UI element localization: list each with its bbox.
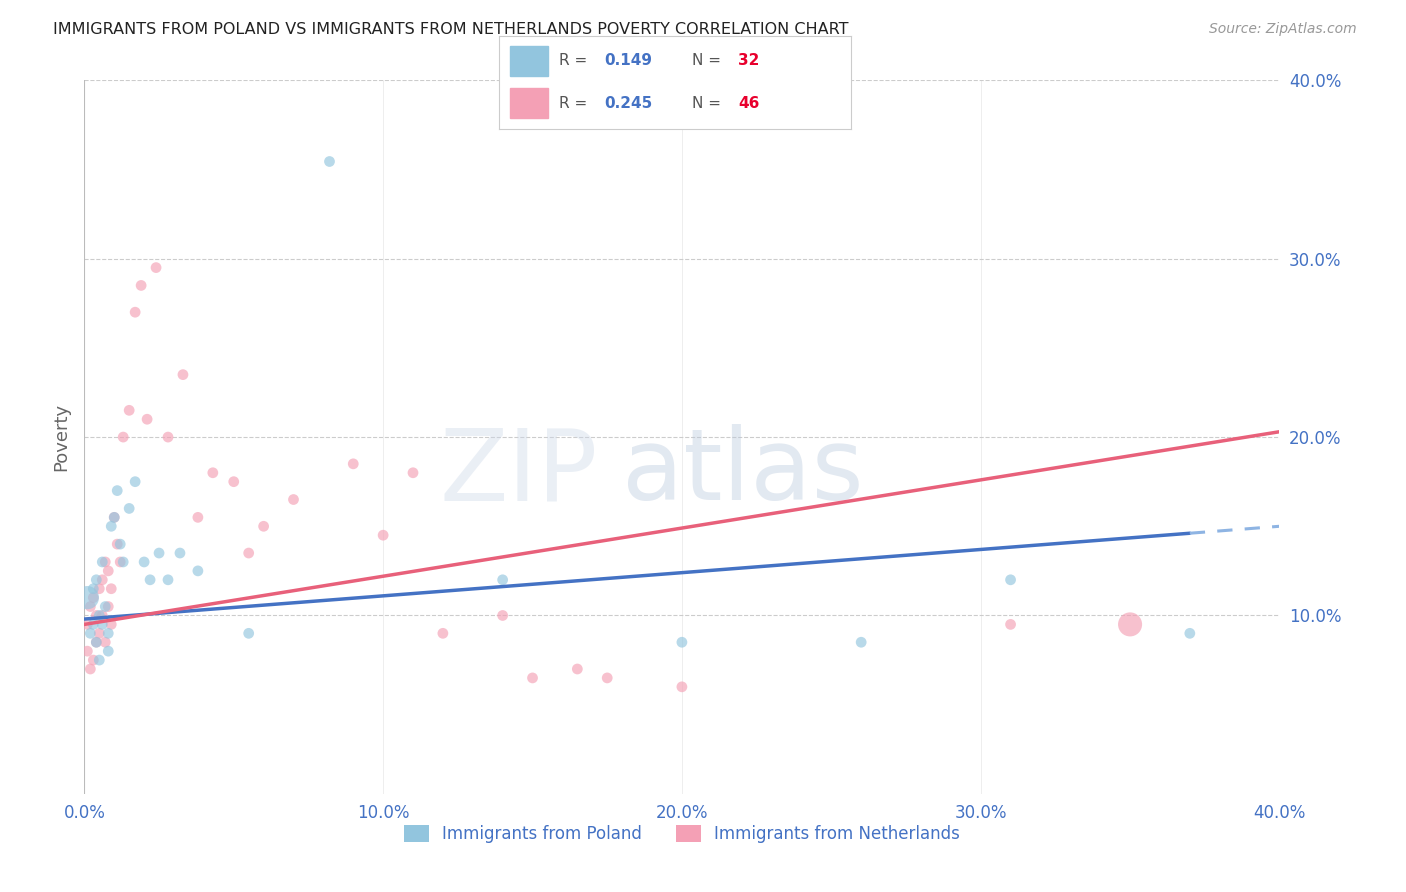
Point xyxy=(671,635,693,649)
Point xyxy=(671,680,693,694)
Point xyxy=(851,635,873,649)
Point xyxy=(79,599,101,614)
Point xyxy=(238,546,260,560)
Point xyxy=(1000,617,1022,632)
Point xyxy=(118,403,141,417)
Point xyxy=(522,671,544,685)
Point xyxy=(112,430,135,444)
Point xyxy=(157,430,180,444)
Point xyxy=(100,617,122,632)
Point xyxy=(129,278,152,293)
Point xyxy=(89,608,111,623)
Point xyxy=(79,662,101,676)
Text: 0.245: 0.245 xyxy=(605,95,652,111)
Point xyxy=(82,617,104,632)
Text: R =: R = xyxy=(560,54,592,69)
Point xyxy=(596,671,619,685)
Text: 0.149: 0.149 xyxy=(605,54,652,69)
Point xyxy=(79,626,101,640)
Point xyxy=(222,475,245,489)
Legend: Immigrants from Poland, Immigrants from Netherlands: Immigrants from Poland, Immigrants from … xyxy=(398,818,966,850)
Point xyxy=(103,510,125,524)
Point xyxy=(94,599,117,614)
Point xyxy=(148,546,170,560)
Point xyxy=(76,617,98,632)
Point xyxy=(492,573,515,587)
Point xyxy=(97,564,120,578)
Point xyxy=(91,617,114,632)
Point xyxy=(110,537,132,551)
Point xyxy=(1178,626,1201,640)
Point xyxy=(86,635,108,649)
Text: R =: R = xyxy=(560,95,592,111)
Point xyxy=(76,591,98,605)
Text: atlas: atlas xyxy=(623,425,863,521)
Point xyxy=(124,475,146,489)
Point xyxy=(139,573,162,587)
Point xyxy=(82,591,104,605)
Point xyxy=(94,635,117,649)
Point xyxy=(567,662,589,676)
Point xyxy=(402,466,425,480)
Point xyxy=(110,555,132,569)
Text: Source: ZipAtlas.com: Source: ZipAtlas.com xyxy=(1209,22,1357,37)
Point xyxy=(97,644,120,658)
Point xyxy=(157,573,180,587)
Point xyxy=(89,653,111,667)
Text: N =: N = xyxy=(693,54,727,69)
Point xyxy=(201,466,224,480)
Text: 46: 46 xyxy=(738,95,759,111)
Point xyxy=(318,153,340,168)
Point xyxy=(105,483,128,498)
Point xyxy=(89,626,111,640)
Text: ZIP: ZIP xyxy=(440,425,599,521)
Point xyxy=(1000,573,1022,587)
Point xyxy=(91,555,114,569)
Point xyxy=(492,608,515,623)
Point xyxy=(105,537,128,551)
Point xyxy=(136,412,159,426)
Point xyxy=(112,555,135,569)
Point xyxy=(82,582,104,596)
Point xyxy=(100,582,122,596)
Point xyxy=(342,457,364,471)
Point xyxy=(432,626,454,640)
Point xyxy=(118,501,141,516)
Point xyxy=(253,519,276,533)
Text: 32: 32 xyxy=(738,54,759,69)
Point xyxy=(86,573,108,587)
Point xyxy=(91,608,114,623)
Point xyxy=(169,546,191,560)
Point xyxy=(97,599,120,614)
Point xyxy=(187,564,209,578)
Bar xyxy=(510,88,548,118)
Point xyxy=(91,573,114,587)
Point xyxy=(76,644,98,658)
Point xyxy=(1119,617,1142,632)
Point xyxy=(238,626,260,640)
Point xyxy=(145,260,167,275)
Point xyxy=(187,510,209,524)
Y-axis label: Poverty: Poverty xyxy=(52,403,70,471)
Point xyxy=(124,305,146,319)
Point xyxy=(172,368,194,382)
Text: IMMIGRANTS FROM POLAND VS IMMIGRANTS FROM NETHERLANDS POVERTY CORRELATION CHART: IMMIGRANTS FROM POLAND VS IMMIGRANTS FRO… xyxy=(53,22,849,37)
Point xyxy=(86,608,108,623)
Point xyxy=(86,635,108,649)
Point xyxy=(100,519,122,533)
Point xyxy=(82,653,104,667)
Bar xyxy=(510,46,548,76)
Point xyxy=(103,510,125,524)
Point xyxy=(283,492,305,507)
Point xyxy=(373,528,395,542)
Point xyxy=(132,555,156,569)
Point xyxy=(89,582,111,596)
Point xyxy=(97,626,120,640)
Text: N =: N = xyxy=(693,95,727,111)
Point xyxy=(94,555,117,569)
